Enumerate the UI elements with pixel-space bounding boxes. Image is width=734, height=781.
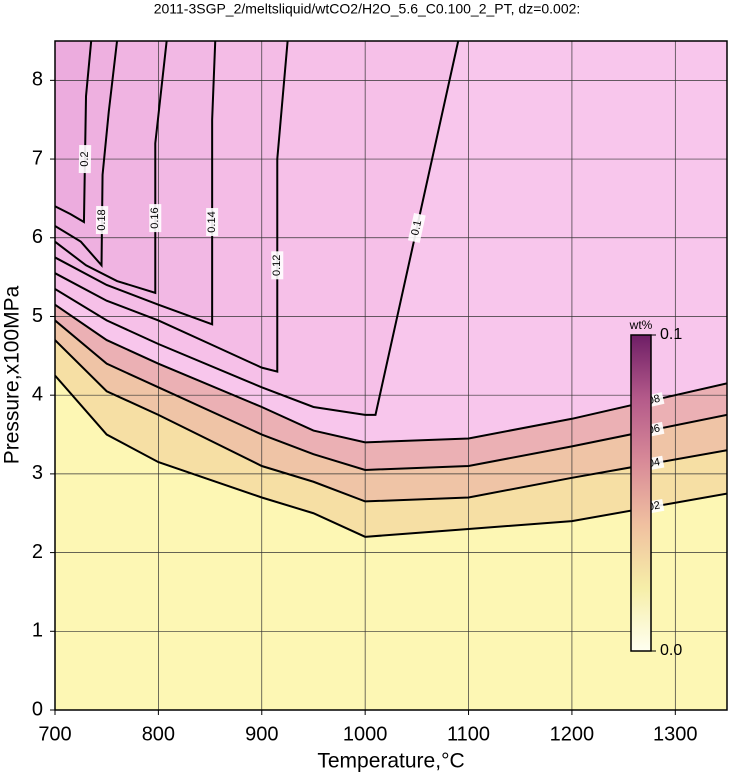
y-tick-label: 6 bbox=[32, 226, 43, 248]
contour-label-group: 0.2 bbox=[78, 144, 92, 174]
contour-label-group: 0.18 bbox=[95, 205, 109, 235]
x-tick-label: 700 bbox=[38, 723, 71, 745]
x-tick-label: 1200 bbox=[550, 723, 595, 745]
contour-label-group: 0.12 bbox=[271, 251, 284, 280]
contour-label: 0.12 bbox=[271, 255, 283, 276]
contour-label-bg bbox=[271, 251, 284, 280]
contour-label-bg bbox=[149, 204, 162, 233]
contour-label: 0.18 bbox=[96, 209, 108, 231]
contour-fill bbox=[55, 41, 92, 223]
y-tick-label: 3 bbox=[32, 462, 43, 484]
plot-frame bbox=[54, 40, 728, 711]
y-tick-label: 4 bbox=[32, 383, 43, 405]
contour-line bbox=[55, 41, 217, 326]
x-tick-label: 900 bbox=[245, 723, 278, 745]
contour-line bbox=[55, 339, 727, 503]
colorbar-label: wt% bbox=[629, 318, 653, 332]
contour-label-group: 0.1 bbox=[407, 212, 426, 243]
contour-label: 0.1 bbox=[409, 219, 424, 237]
contour-label: 0.14 bbox=[206, 211, 218, 232]
contour-label-group: 0.14 bbox=[206, 208, 219, 237]
colorbar bbox=[630, 334, 652, 652]
contour-line bbox=[55, 374, 727, 538]
x-tick-label: 1300 bbox=[653, 723, 698, 745]
y-tick-label: 7 bbox=[32, 147, 43, 169]
y-tick-label: 5 bbox=[32, 305, 43, 327]
x-tick-label: 800 bbox=[142, 723, 175, 745]
colorbar-tick-label: 0.1 bbox=[660, 326, 682, 343]
x-axis-label: Temperature,°C bbox=[317, 750, 464, 773]
plot-area: 0.020.040.060.080.10.120.140.160.180.2 bbox=[55, 41, 727, 710]
contour-label-bg bbox=[407, 212, 426, 243]
contour-line bbox=[55, 41, 289, 373]
contour-line bbox=[55, 303, 727, 444]
chart-title: 2011-3SGP_2/meltsliquid/wtCO2/H2O_5.6_C0… bbox=[154, 1, 581, 17]
x-tick-label: 1100 bbox=[447, 723, 490, 745]
contour-label-group: 0.16 bbox=[149, 204, 162, 233]
contour-line bbox=[55, 319, 727, 471]
contour-label: 0.2 bbox=[79, 151, 91, 166]
contour-label-bg bbox=[206, 208, 219, 237]
contour-line bbox=[55, 41, 93, 224]
overlay: 700 800 900 1000 1100 1200 1300 0 1 2 3 4 5 6 7 8 wt% 0.0… bbox=[32, 40, 728, 745]
contour-line bbox=[55, 41, 460, 416]
y-tick-label: 2 bbox=[32, 541, 43, 563]
contour-label: 0.16 bbox=[149, 207, 161, 228]
y-axis-label: Pressure,x100MPa bbox=[1, 285, 24, 464]
x-tick-label: 1000 bbox=[343, 723, 388, 745]
y-tick-label: 8 bbox=[32, 69, 43, 91]
y-tick-label: 0 bbox=[32, 698, 43, 720]
colorbar-tick-label: 0.0 bbox=[660, 642, 682, 659]
contour-label-bg bbox=[95, 205, 109, 235]
contour-label-bg bbox=[78, 144, 92, 174]
y-tick-label: 1 bbox=[32, 620, 43, 642]
contour-line bbox=[55, 41, 168, 295]
